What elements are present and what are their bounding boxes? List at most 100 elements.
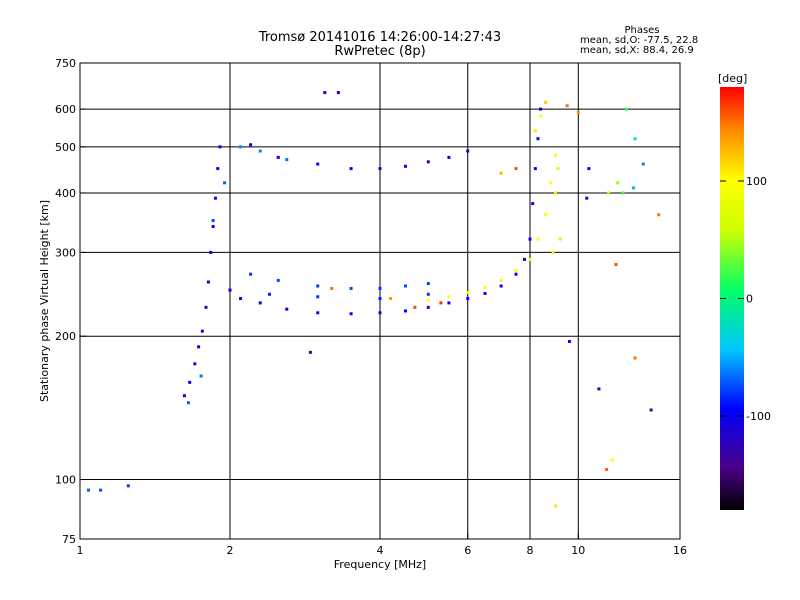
x-tick-label: 16 [673,544,687,557]
data-point [204,305,208,309]
data-point [413,305,417,309]
colorbar-unit: [deg] [718,72,747,85]
data-point [330,286,334,290]
x-tick-label: 10 [571,544,585,557]
y-tick-label: 750 [55,57,76,70]
x-tick-label: 1 [77,544,84,557]
x-tick-label: 8 [527,544,534,557]
data-point [316,311,320,315]
data-points [86,91,661,508]
data-point [614,262,618,266]
data-point [551,250,555,254]
data-point [249,143,253,147]
colorbar-ticks: -100 0 100 [720,175,771,423]
data-point [276,278,280,282]
data-point [483,286,487,290]
y-axis-label: Stationary phase Virtual Height [km] [38,200,51,402]
data-point [239,145,243,149]
data-point [218,145,222,149]
x-tick-label: 6 [464,544,471,557]
data-point [447,301,451,305]
data-point [576,111,580,115]
data-point [466,291,470,295]
y-tick-label: 500 [55,141,76,154]
data-point [349,312,353,316]
colorbar-tick-label: -100 [746,410,771,423]
data-point [558,237,562,241]
data-point [403,309,407,313]
data-point [258,301,262,305]
data-point [531,202,535,206]
data-point [403,284,407,288]
data-point [565,104,569,108]
data-point [389,297,393,301]
data-point [585,196,589,200]
data-point [587,167,591,171]
y-tick-label: 400 [55,187,76,200]
data-point [466,297,470,301]
chart-title: Tromsø 20141016 14:26:00-14:27:43 [258,30,501,45]
data-point [536,137,540,141]
data-point [426,282,430,286]
data-point [523,257,527,261]
data-point [228,288,232,292]
data-point [182,394,186,398]
data-point [621,191,625,195]
data-point [378,286,382,290]
y-axis-ticks: 75 100 200 300 400 500 600 750 [55,57,86,546]
data-point [378,167,382,171]
data-point [447,155,451,159]
phase-info-o: mean, sd,O: -77.5, 22.8 [580,35,698,46]
data-point [499,284,503,288]
data-point [193,362,197,366]
data-point [539,107,543,111]
y-tick-label: 600 [55,103,76,116]
data-point [556,167,560,171]
data-point [213,196,217,200]
data-point [533,167,537,171]
data-point [349,167,353,171]
data-point [499,171,503,175]
data-point [641,162,645,166]
data-point [200,329,204,333]
data-point [211,225,215,229]
data-point [126,484,130,488]
data-point [597,387,601,391]
y-tick-label: 75 [62,533,76,546]
y-tick-label: 100 [55,474,76,487]
data-point [308,350,312,354]
data-point [533,129,537,133]
data-point [258,149,262,153]
x-axis-label: Frequency [MHz] [334,558,426,571]
data-point [276,155,280,159]
data-point [378,311,382,315]
data-point [267,292,271,296]
x-tick-label: 4 [377,544,384,557]
y-tick-label: 300 [55,246,76,259]
data-point [607,191,611,195]
data-point [336,91,340,95]
data-point [186,401,190,405]
data-point [514,167,518,171]
data-point [316,295,320,299]
data-point [631,186,635,190]
x-tick-label: 2 [227,544,234,557]
data-point [199,374,203,378]
phase-info-x: mean, sd,X: 88.4, 26.9 [580,45,694,56]
data-point [223,181,227,185]
data-point [285,307,289,311]
data-point [549,181,553,185]
data-point [197,345,201,349]
data-point [633,137,637,141]
data-point [466,149,470,153]
data-point [239,297,243,301]
data-point [649,408,653,412]
data-point [657,213,661,217]
data-point [426,305,430,309]
data-point [447,295,451,299]
colorbar-tick-label: 100 [746,175,767,188]
data-point [209,250,213,254]
data-point [426,160,430,164]
data-point [616,181,620,185]
